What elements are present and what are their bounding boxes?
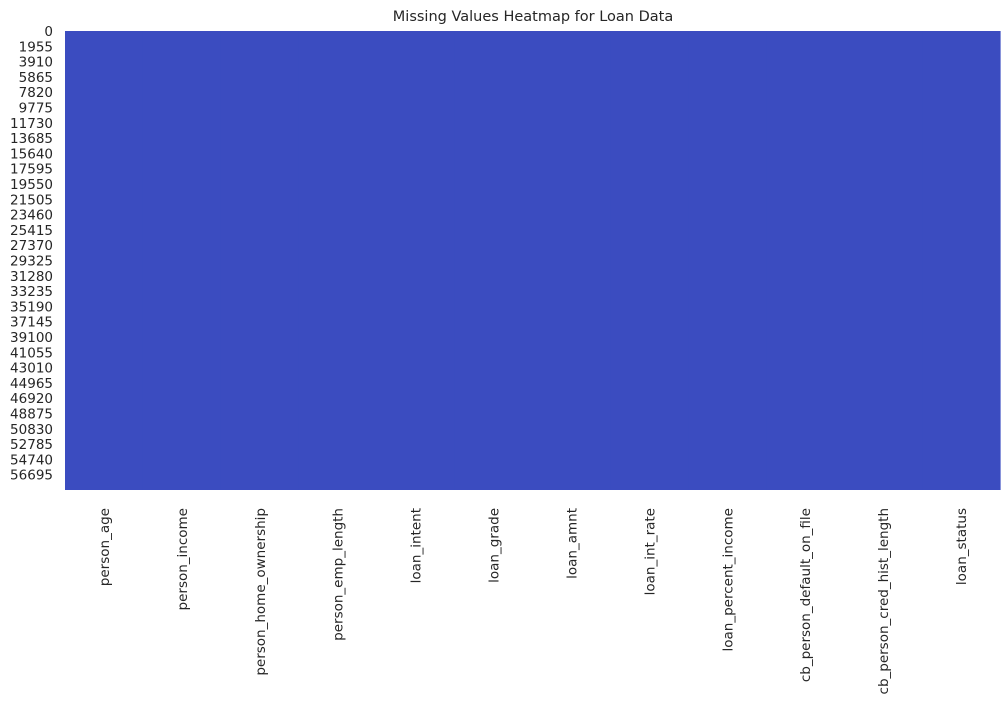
y-tick-label: 25415 [10, 223, 53, 239]
x-tick-label-person-income: person_income [175, 508, 191, 610]
y-tick-label: 48875 [10, 407, 53, 423]
y-tick-label: 29325 [10, 254, 53, 270]
y-tick-label: 52785 [10, 437, 53, 453]
heatmap-cell-person-age [65, 31, 144, 490]
heatmap-cell-loan-intent [376, 31, 456, 490]
y-tick-label: 31280 [10, 269, 53, 285]
y-tick-label: 33235 [10, 284, 53, 300]
chart-title: Missing Values Heatmap for Loan Data [393, 9, 673, 25]
y-tick-label: 7820 [19, 85, 53, 101]
y-tick-label: 5865 [19, 70, 53, 86]
x-tick-label-loan-percent-income: loan_percent_income [720, 508, 736, 652]
x-tick-label-person-age: person_age [97, 508, 113, 586]
y-tick-label: 1955 [19, 39, 53, 55]
y-tick-label: 13685 [10, 131, 53, 147]
heatmap-cell-person-home-ownership [220, 31, 300, 490]
heatmap-cell-loan-amnt [532, 31, 612, 490]
y-tick-label: 56695 [10, 468, 53, 484]
y-tick-label: 3910 [19, 55, 53, 71]
x-tick-label-cb-person-default-on-file: cb_person_default_on_file [798, 508, 814, 682]
y-tick-label: 44965 [10, 376, 53, 392]
heatmap-cell-loan-status [922, 31, 1001, 490]
heatmap-cells [65, 31, 1001, 490]
y-tick-label: 17595 [10, 162, 53, 178]
y-tick-label: 35190 [10, 299, 53, 315]
y-tick-label: 41055 [10, 345, 53, 361]
x-tick-labels: person_age person_income person_home_owner… [97, 508, 970, 694]
heatmap-cell-loan-int-rate [610, 31, 689, 490]
heatmap-cell-loan-grade [454, 31, 534, 490]
x-tick-label-loan-grade: loan_grade [487, 508, 503, 583]
y-tick-label: 23460 [10, 208, 53, 224]
y-tick-label: 37145 [10, 315, 53, 331]
x-tick-label-loan-status: loan_status [954, 508, 970, 585]
x-tick-label-person-home-ownership: person_home_ownership [253, 508, 269, 676]
y-tick-labels: 0195539105865782097751173013685156401759… [10, 24, 53, 484]
x-tick-label-person-emp-length: person_emp_length [331, 508, 347, 641]
heatmap-cell-cb-person-cred-hist-length [844, 31, 923, 490]
x-tick-label-loan-int-rate: loan_int_rate [642, 508, 658, 595]
y-tick-label: 21505 [10, 192, 53, 208]
y-tick-label: 15640 [10, 146, 53, 162]
x-tick-label-loan-amnt: loan_amnt [564, 508, 580, 579]
y-tick-label: 19550 [10, 177, 53, 193]
y-tick-label: 50830 [10, 422, 53, 438]
y-tick-label: 9775 [19, 101, 53, 117]
heatmap-cell-cb-person-default-on-file [766, 31, 845, 490]
y-tick-label: 39100 [10, 330, 53, 346]
y-tick-label: 27370 [10, 238, 53, 254]
heatmap-cell-person-income [142, 31, 222, 490]
y-tick-label: 43010 [10, 361, 53, 377]
heatmap-cell-loan-percent-income [688, 31, 767, 490]
x-tick-label-cb-person-cred-hist-length: cb_person_cred_hist_length [876, 508, 892, 694]
heatmap-cell-person-emp-length [298, 31, 378, 490]
y-tick-label: 46920 [10, 391, 53, 407]
y-tick-label: 11730 [10, 116, 53, 132]
y-tick-label: 54740 [10, 452, 53, 468]
y-tick-label: 0 [44, 24, 53, 40]
x-tick-label-loan-intent: loan_intent [409, 508, 425, 583]
